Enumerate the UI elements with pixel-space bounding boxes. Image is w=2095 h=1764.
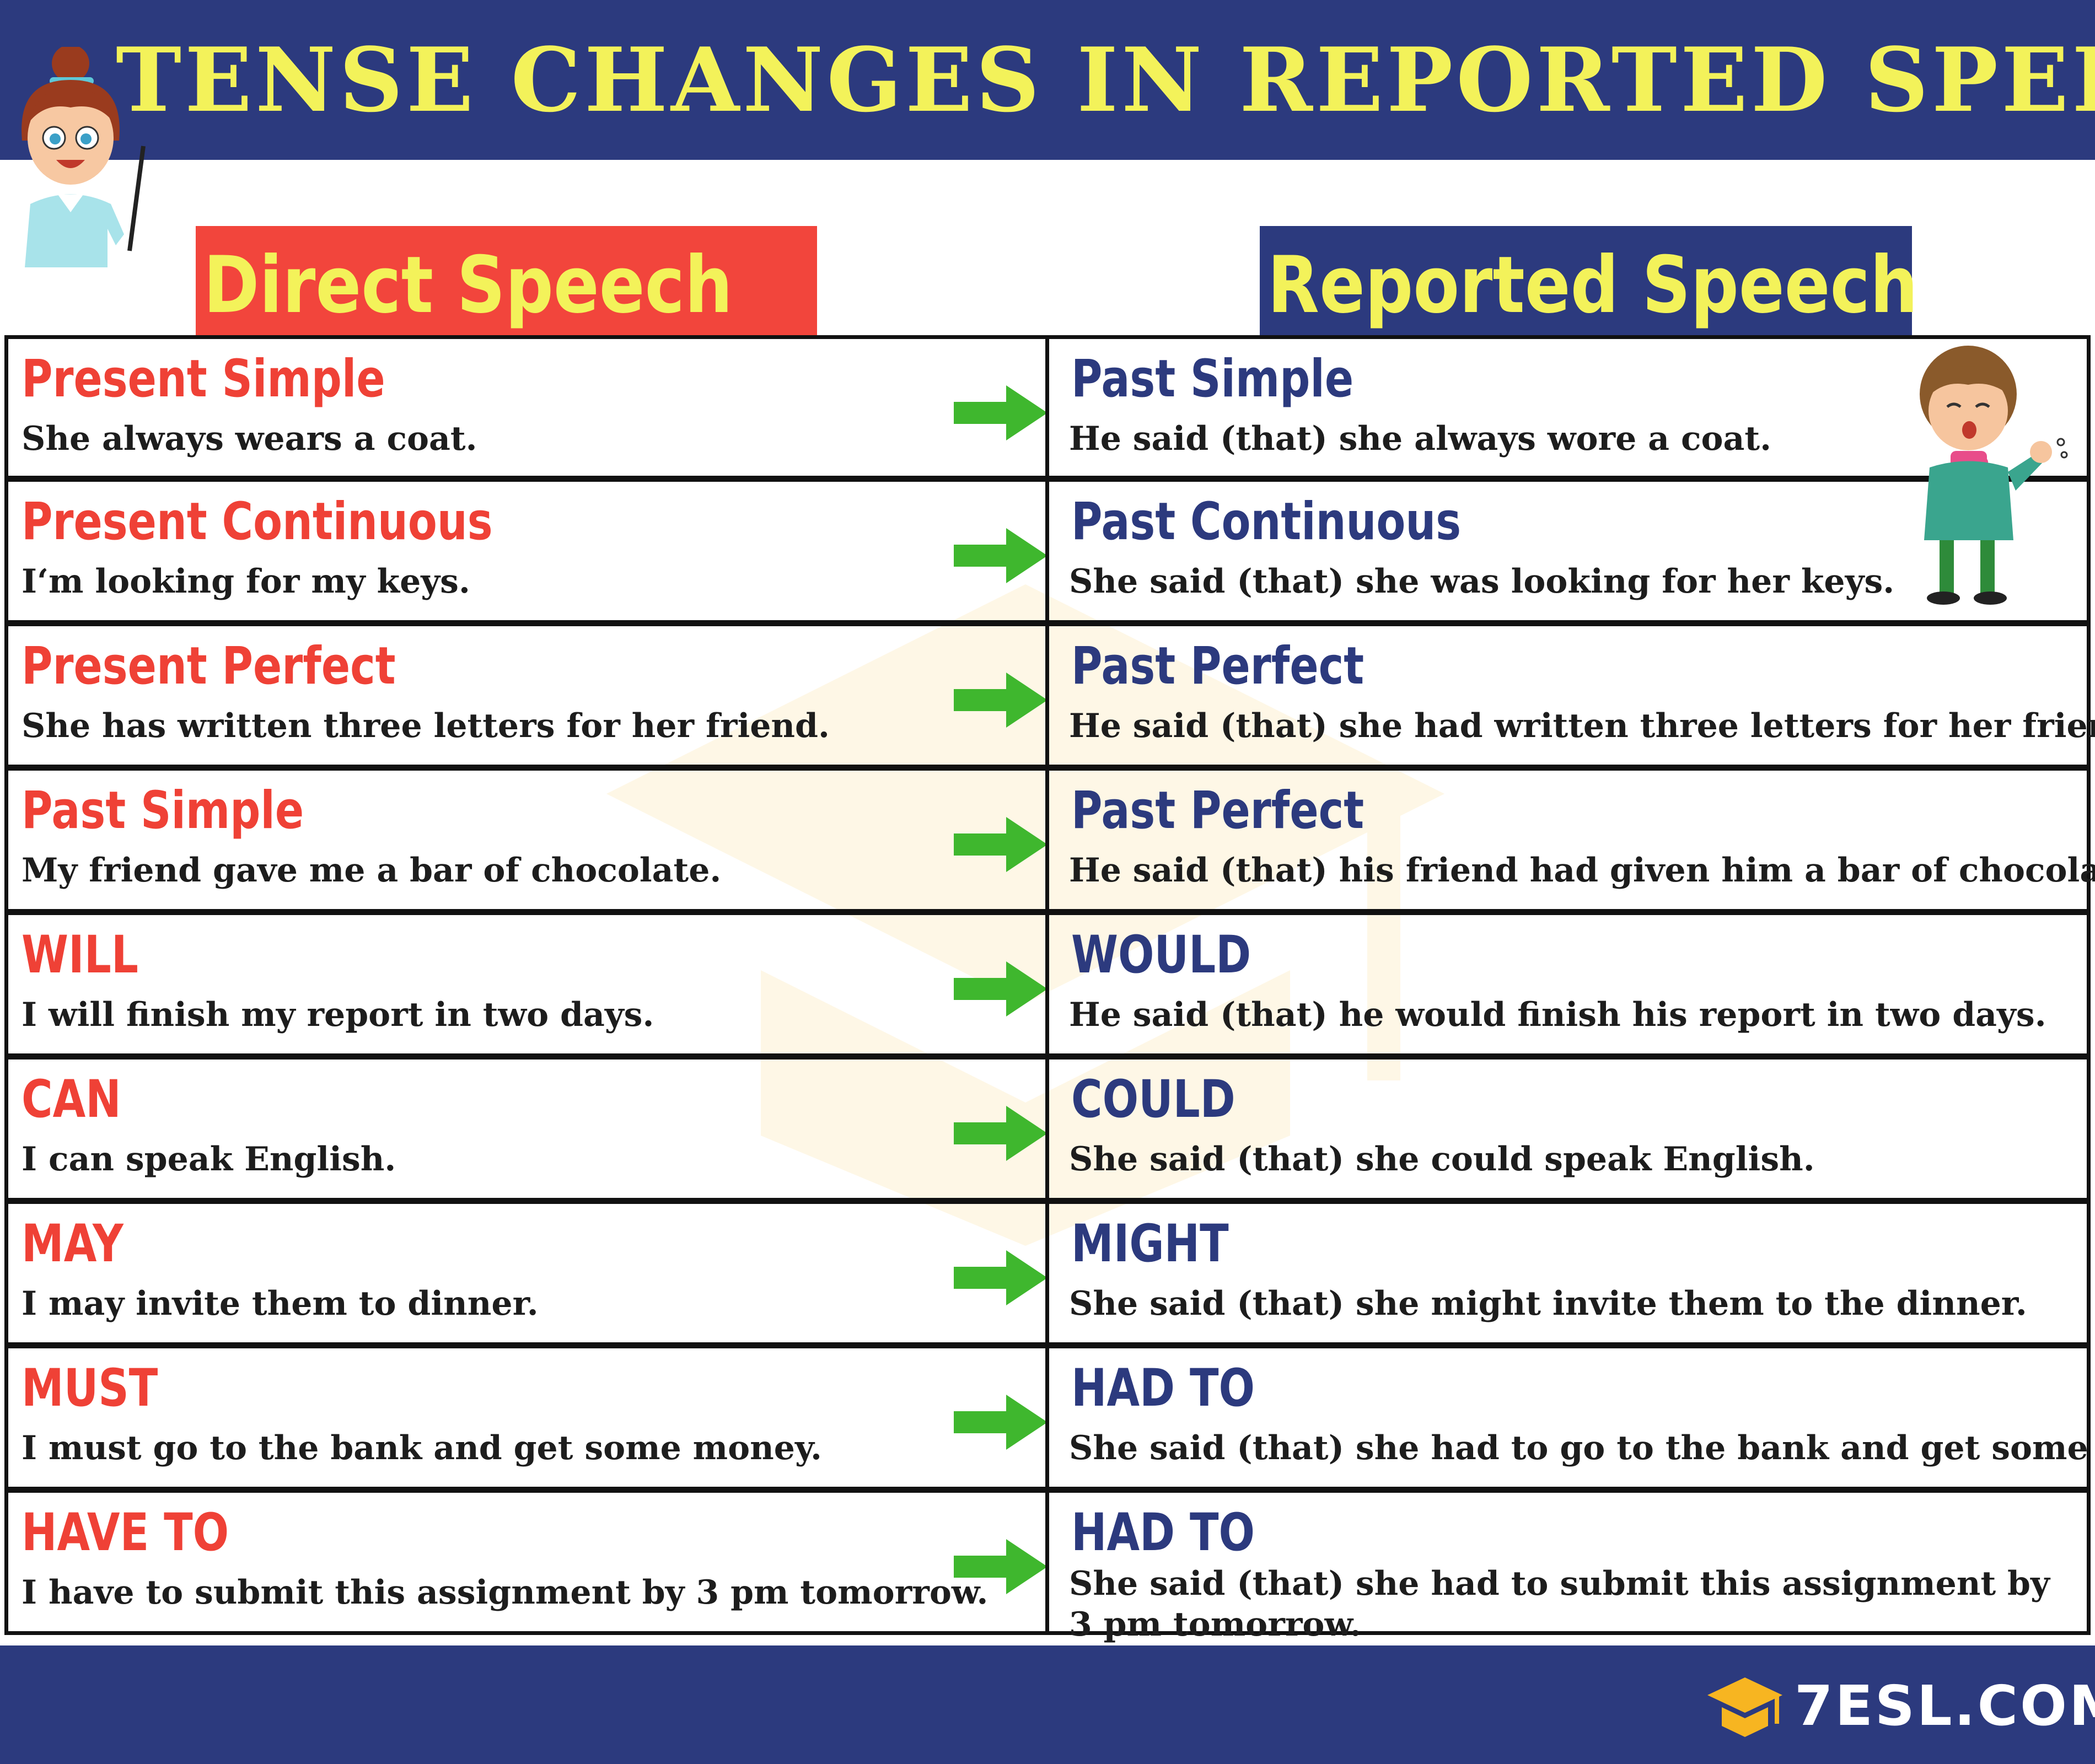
title-bar: TENSE CHANGES IN REPORTED SPEECH — [0, 0, 2095, 160]
direct-tense: MUST — [22, 1358, 158, 1418]
page-title: TENSE CHANGES IN REPORTED SPEECH — [116, 28, 2095, 132]
reported-tense: MIGHT — [1071, 1214, 1229, 1274]
reported-sentence: She said (that) she could speak English. — [1069, 1140, 1815, 1179]
reported-cell: HAD TO She said (that) she had to go to … — [1045, 1346, 2095, 1491]
table-row: MAY I may invite them to dinner. MIGHT S… — [4, 1202, 2091, 1346]
teacher-illustration — [22, 47, 146, 267]
direct-cell: HAVE TO I have to submit this assignment… — [4, 1491, 1049, 1635]
table-row: WILL I will finish my report in two days… — [4, 913, 2091, 1057]
direct-tense: Present Continuous — [22, 492, 493, 552]
table-row: HAVE TO I have to submit this assignment… — [4, 1491, 2091, 1644]
table-row: Present Simple She always wears a coat. … — [4, 335, 2091, 480]
direct-cell: CAN I can speak English. — [4, 1057, 1049, 1202]
direct-cell: Present Continuous I‘m looking for my ke… — [4, 480, 1049, 624]
reported-cell: WOULD He said (that) he would finish his… — [1045, 913, 2091, 1057]
reported-sentence: He said (that) she always wore a coat. — [1069, 420, 1771, 458]
reported-sentence: She said (that) she might invite them to… — [1069, 1284, 2027, 1323]
table-row: Present Perfect She has written three le… — [4, 624, 2095, 768]
arrow-right-icon — [954, 673, 1048, 728]
reported-cell: Past Perfect He said (that) she had writ… — [1045, 624, 2095, 768]
reported-tense: Past Continuous — [1071, 492, 1462, 552]
direct-tense: Past Simple — [22, 781, 304, 841]
direct-cell: Present Perfect She has written three le… — [4, 624, 1049, 768]
reported-tense: HAD TO — [1071, 1358, 1255, 1418]
direct-sentence: She always wears a coat. — [22, 420, 477, 458]
reported-cell: Past Simple He said (that) she always wo… — [1045, 335, 2091, 480]
reported-sentence: He said (that) his friend had given him … — [1069, 851, 2095, 890]
direct-tense: CAN — [22, 1069, 121, 1130]
direct-sentence: I‘m looking for my keys. — [22, 562, 470, 601]
direct-speech-header: Direct Speech — [196, 226, 817, 335]
arrow-right-icon — [954, 385, 1048, 440]
boy-illustration — [1920, 346, 2068, 605]
reported-tense: Past Simple — [1071, 349, 1354, 409]
reported-sentence: She said (that) she had to go to the ban… — [1069, 1429, 2095, 1467]
arrow-right-icon — [954, 1395, 1048, 1450]
arrow-right-icon — [954, 528, 1048, 583]
direct-sentence: My friend gave me a bar of chocolate. — [22, 851, 722, 890]
reported-speech-header: Reported Speech — [1260, 226, 1918, 335]
direct-tense: HAVE TO — [22, 1503, 229, 1563]
table-row: MUST I must go to the bank and get some … — [4, 1346, 2095, 1491]
reported-cell: HAD TO She said (that) she had to submit… — [1045, 1491, 2091, 1644]
direct-sentence: I can speak English. — [22, 1140, 396, 1179]
direct-tense: MAY — [22, 1214, 123, 1274]
direct-cell: MUST I must go to the bank and get some … — [4, 1346, 1049, 1491]
direct-tense: WILL — [22, 925, 138, 985]
reported-sentence: She said (that) she was looking for her … — [1069, 562, 1895, 601]
watermark-logo-icon — [606, 584, 1444, 1246]
table-row: CAN I can speak English. COULD She said … — [4, 1057, 2091, 1202]
direct-sentence: I must go to the bank and get some money… — [22, 1429, 822, 1467]
reported-speech-label: Reported Speech — [1267, 240, 1918, 331]
direct-cell: Past Simple My friend gave me a bar of c… — [4, 768, 1049, 913]
graduation-cap-icon — [1707, 1677, 1782, 1737]
table-row: Past Simple My friend gave me a bar of c… — [4, 768, 2095, 913]
direct-tense: Present Perfect — [22, 636, 396, 696]
arrow-right-icon — [954, 1106, 1048, 1161]
arrow-right-icon — [954, 817, 1048, 872]
site-logo: 7ESL.COM — [1706, 1673, 2095, 1739]
reported-cell: MIGHT She said (that) she might invite t… — [1045, 1202, 2091, 1346]
reported-tense: Past Perfect — [1071, 636, 1365, 696]
reported-cell: COULD She said (that) she could speak En… — [1045, 1057, 2091, 1202]
direct-sentence: I have to submit this assignment by 3 pm… — [22, 1573, 989, 1612]
arrow-right-icon — [954, 961, 1048, 1017]
direct-tense: Present Simple — [22, 349, 385, 409]
tense-table: Present Simple She always wears a coat. … — [4, 335, 2095, 1644]
arrow-right-icon — [954, 1250, 1048, 1305]
reported-cell: Past Continuous She said (that) she was … — [1045, 480, 2091, 624]
direct-speech-label: Direct Speech — [203, 240, 733, 331]
reported-tense: Past Perfect — [1071, 781, 1365, 841]
reported-tense: COULD — [1071, 1069, 1235, 1130]
direct-sentence: I will finish my report in two days. — [22, 996, 654, 1034]
reported-cell: Past Perfect He said (that) his friend h… — [1045, 768, 2095, 913]
direct-cell: MAY I may invite them to dinner. — [4, 1202, 1049, 1346]
reported-tense: HAD TO — [1071, 1503, 1255, 1563]
reported-sentence: She said (that) she had to submit this a… — [1069, 1564, 2050, 1644]
reported-tense: WOULD — [1071, 925, 1251, 985]
arrow-right-icon — [954, 1539, 1048, 1594]
logo-text: 7ESL.COM — [1795, 1674, 2095, 1738]
direct-cell: Present Simple She always wears a coat. — [4, 335, 1049, 480]
reported-sentence: He said (that) he would finish his repor… — [1069, 996, 2046, 1034]
direct-sentence: She has written three letters for her fr… — [22, 707, 830, 745]
reported-sentence: He said (that) she had written three let… — [1069, 707, 2095, 745]
direct-sentence: I may invite them to dinner. — [22, 1284, 539, 1323]
direct-cell: WILL I will finish my report in two days… — [4, 913, 1049, 1057]
table-row: Present Continuous I‘m looking for my ke… — [4, 480, 2091, 624]
